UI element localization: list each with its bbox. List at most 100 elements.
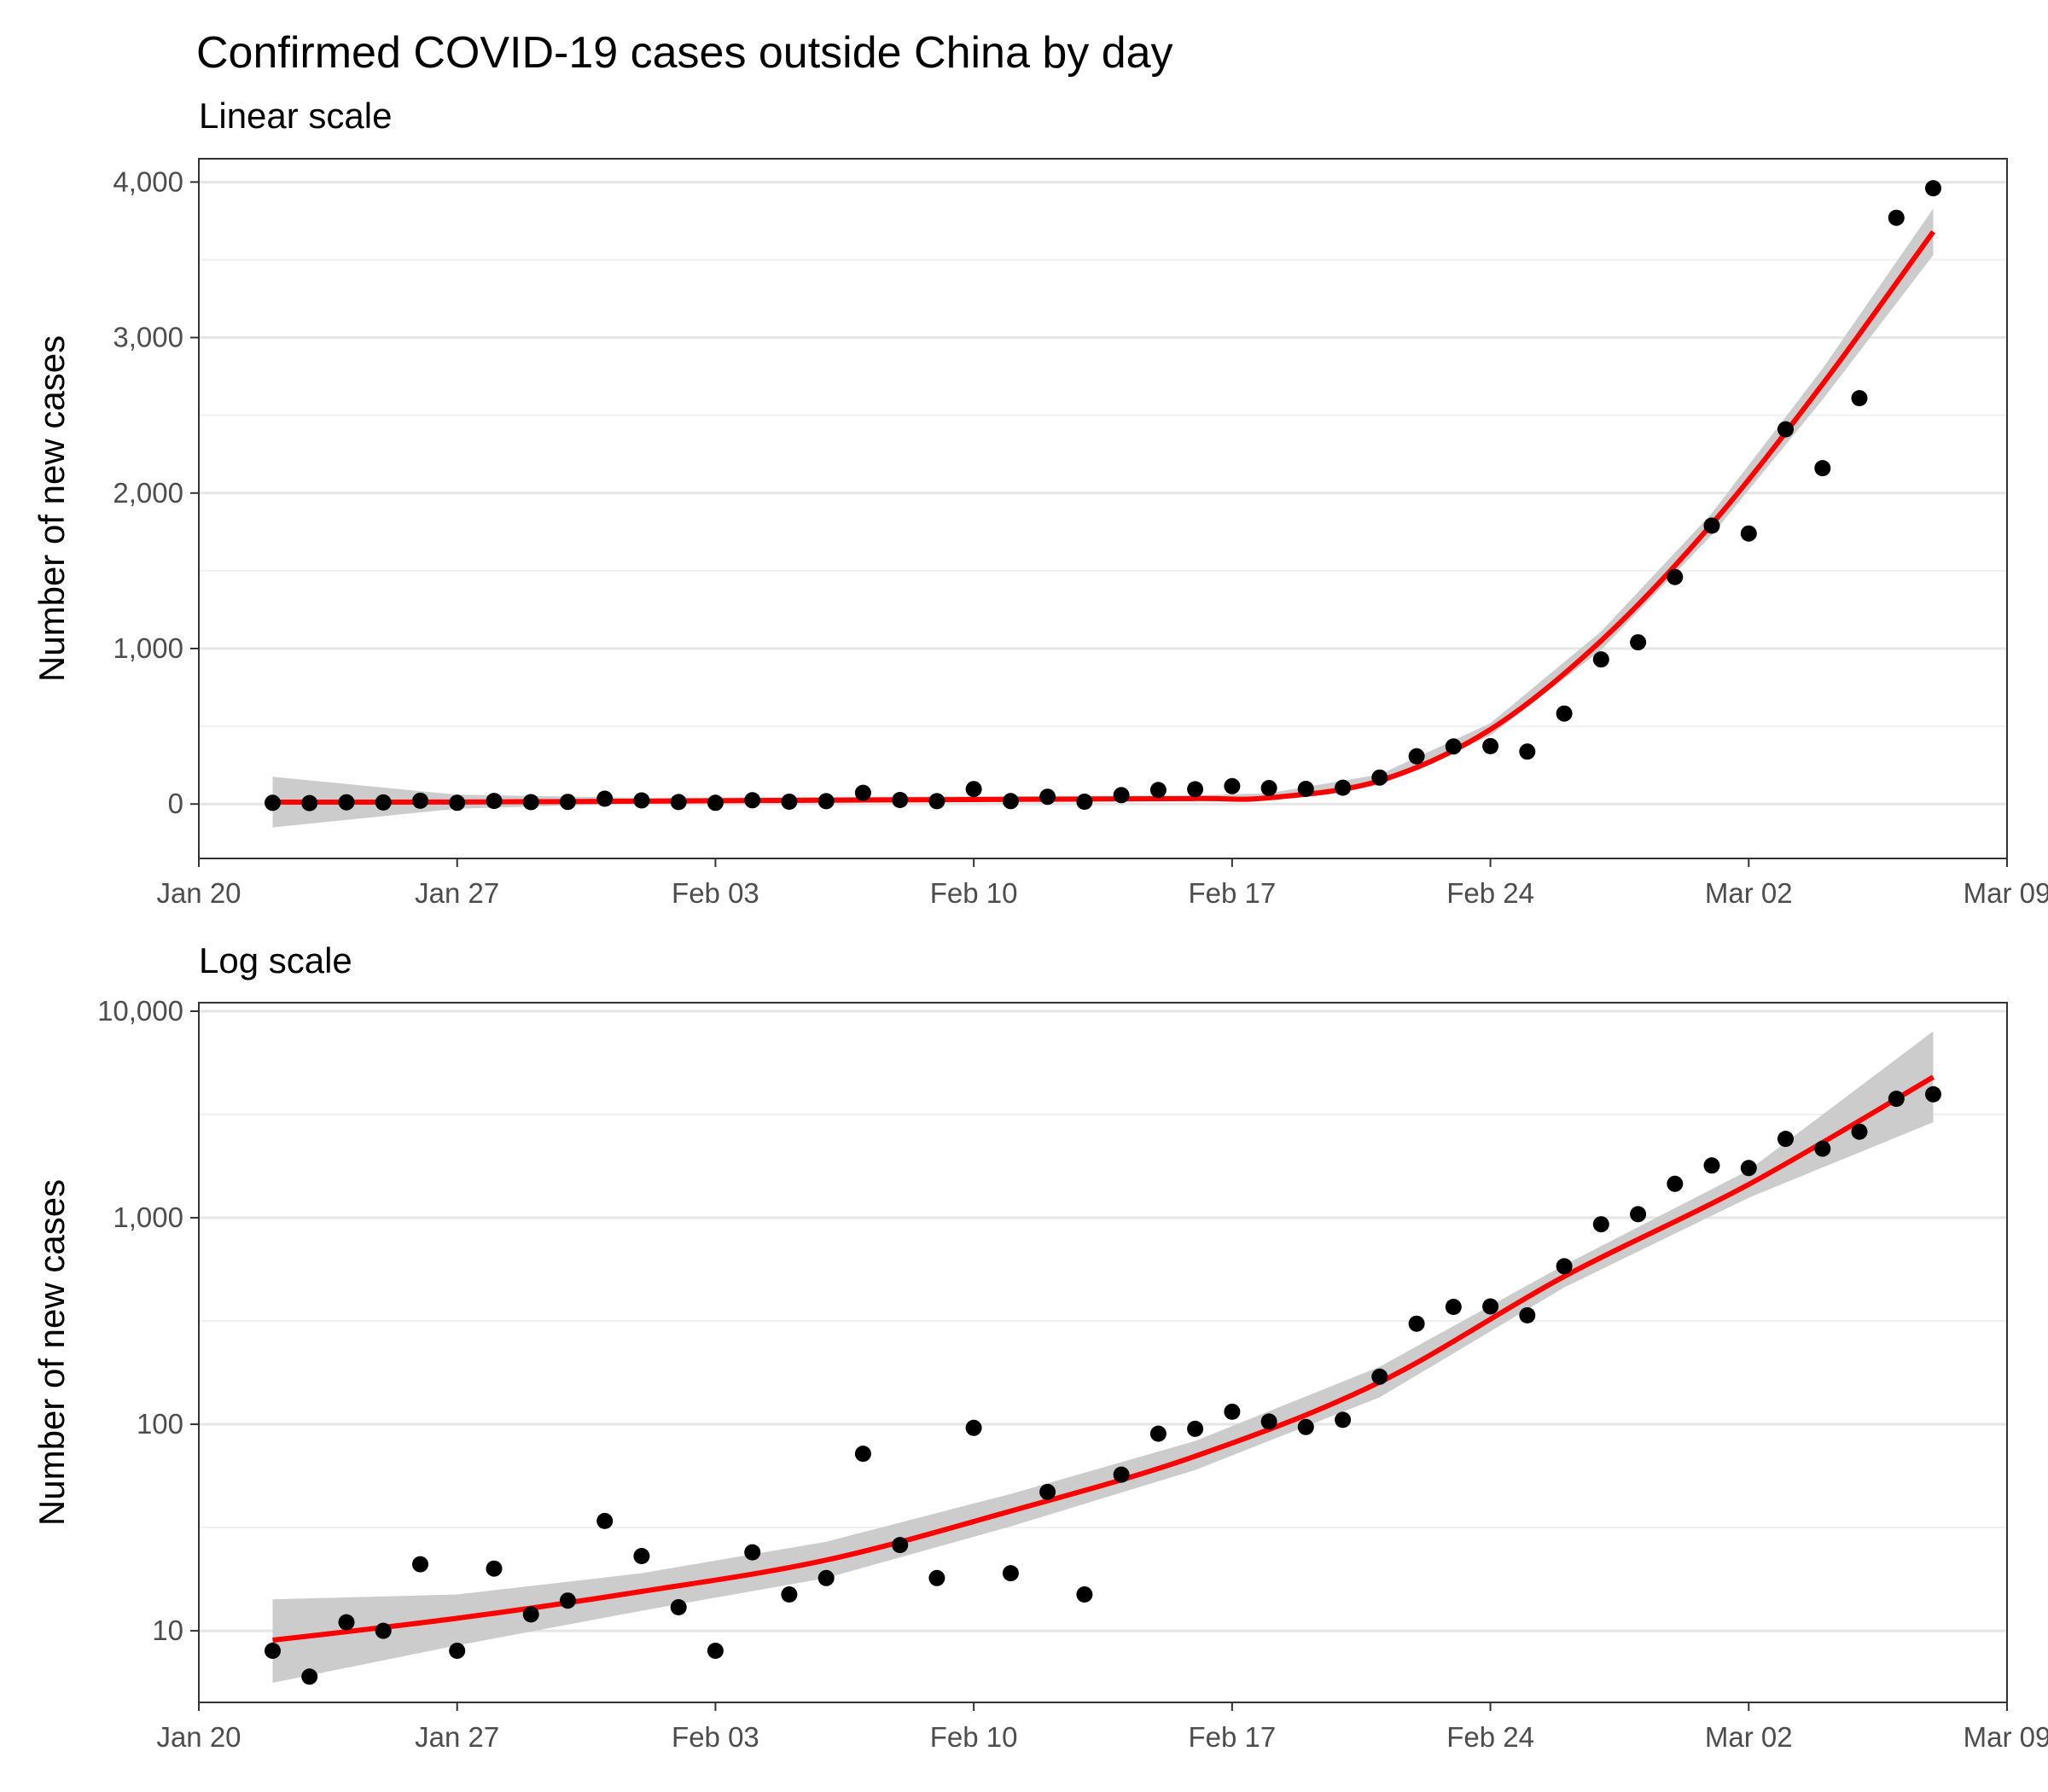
data-point (1260, 1413, 1277, 1430)
smooth-line (272, 230, 1935, 805)
x-tick-label: Feb 24 (1446, 1721, 1534, 1753)
panel-border (198, 158, 2008, 859)
y-tick-label: 10,000 (97, 995, 183, 1027)
data-point (670, 794, 687, 811)
y-tick-label: 10 (152, 1615, 183, 1646)
data-point (1224, 1403, 1241, 1420)
data-point (1888, 1091, 1905, 1108)
data-point (449, 1643, 466, 1659)
data-point (892, 1537, 909, 1554)
data-point (781, 794, 798, 810)
data-point (1482, 737, 1499, 754)
data-point (1519, 1306, 1536, 1324)
data-point (1888, 209, 1905, 226)
data-point (854, 1446, 871, 1463)
data-point (449, 794, 466, 812)
x-tick-label: Jan 27 (415, 877, 499, 909)
data-point (338, 794, 355, 811)
y-axis-title: Number of new cases (32, 335, 72, 682)
y-axis-title: Number of new cases (32, 1179, 72, 1526)
chart-title: Confirmed COVID-19 cases outside China b… (196, 28, 1173, 78)
data-point (928, 1569, 945, 1586)
data-point (1630, 634, 1647, 651)
data-point (633, 792, 650, 809)
data-point (1592, 1216, 1609, 1233)
data-point (1039, 788, 1056, 806)
x-tick-label: Mar 09 (1964, 877, 2048, 909)
data-point (1667, 1175, 1684, 1192)
data-point (928, 793, 945, 810)
x-tick-label: Feb 03 (672, 877, 759, 909)
data-point (1777, 1131, 1794, 1148)
data-point (1703, 1157, 1720, 1174)
data-point (1482, 1298, 1499, 1315)
data-point (1408, 1315, 1425, 1332)
data-point (1297, 1418, 1314, 1435)
data-point (1777, 421, 1794, 438)
data-point (1371, 769, 1388, 786)
data-point (1335, 779, 1352, 796)
y-tick-label: 1,000 (113, 632, 183, 664)
data-point (265, 794, 281, 812)
data-point (1445, 738, 1462, 755)
data-point (744, 1544, 761, 1561)
confidence-band (272, 208, 1934, 828)
data-point (1187, 1420, 1204, 1437)
data-point (1630, 1206, 1647, 1223)
data-point (892, 792, 909, 808)
data-point (817, 793, 835, 810)
data-point (1260, 780, 1277, 796)
y-tick-label: 4,000 (113, 166, 183, 197)
data-point (817, 1569, 835, 1586)
panel-subtitle: Log scale (199, 940, 352, 980)
x-tick-label: Feb 17 (1188, 1721, 1276, 1753)
y-tick-label: 0 (168, 788, 183, 819)
smooth-line (272, 1074, 1935, 1644)
x-tick-label: Jan 20 (156, 877, 241, 909)
data-point (965, 1419, 982, 1436)
data-point (1519, 743, 1536, 760)
data-point (559, 794, 576, 811)
x-tick-label: Mar 02 (1705, 1721, 1793, 1753)
data-point (1814, 460, 1831, 477)
data-point (301, 794, 318, 812)
data-point (1002, 793, 1019, 810)
data-point (1149, 1425, 1167, 1442)
data-point (854, 784, 871, 801)
data-point (375, 1622, 392, 1639)
data-point (486, 793, 503, 810)
data-point (559, 1592, 576, 1609)
data-point (633, 1548, 650, 1564)
data-point (1556, 705, 1573, 722)
data-point (1556, 1258, 1573, 1275)
data-point (781, 1586, 798, 1603)
x-tick-label: Feb 10 (930, 877, 1018, 909)
data-point (1408, 748, 1425, 765)
data-point (1925, 1085, 1941, 1103)
y-tick-label: 2,000 (113, 477, 183, 509)
data-point (1039, 1483, 1056, 1500)
data-point (707, 1643, 724, 1659)
data-point (1851, 390, 1868, 407)
data-point (412, 792, 428, 809)
data-point (1851, 1123, 1868, 1140)
data-point (707, 794, 724, 812)
data-point (486, 1560, 503, 1577)
data-point (1740, 1160, 1757, 1177)
data-point (412, 1556, 428, 1573)
x-tick-label: Jan 20 (156, 1721, 241, 1753)
data-point (1187, 781, 1204, 798)
panel-subtitle: Linear scale (199, 96, 392, 136)
data-point (301, 1668, 318, 1685)
panel-2: Log scale 10 100 1,000 10,000 Jan 20 Jan 27 Feb… (32, 940, 2048, 1753)
data-point (265, 1643, 281, 1659)
data-point (1703, 517, 1720, 534)
x-tick-label: Jan 27 (415, 1721, 499, 1753)
data-point (670, 1599, 687, 1615)
data-point (522, 1606, 539, 1623)
data-point (1224, 777, 1241, 794)
data-point (744, 792, 761, 809)
data-point (965, 781, 982, 798)
data-point (596, 1512, 614, 1529)
data-point (1925, 180, 1941, 197)
